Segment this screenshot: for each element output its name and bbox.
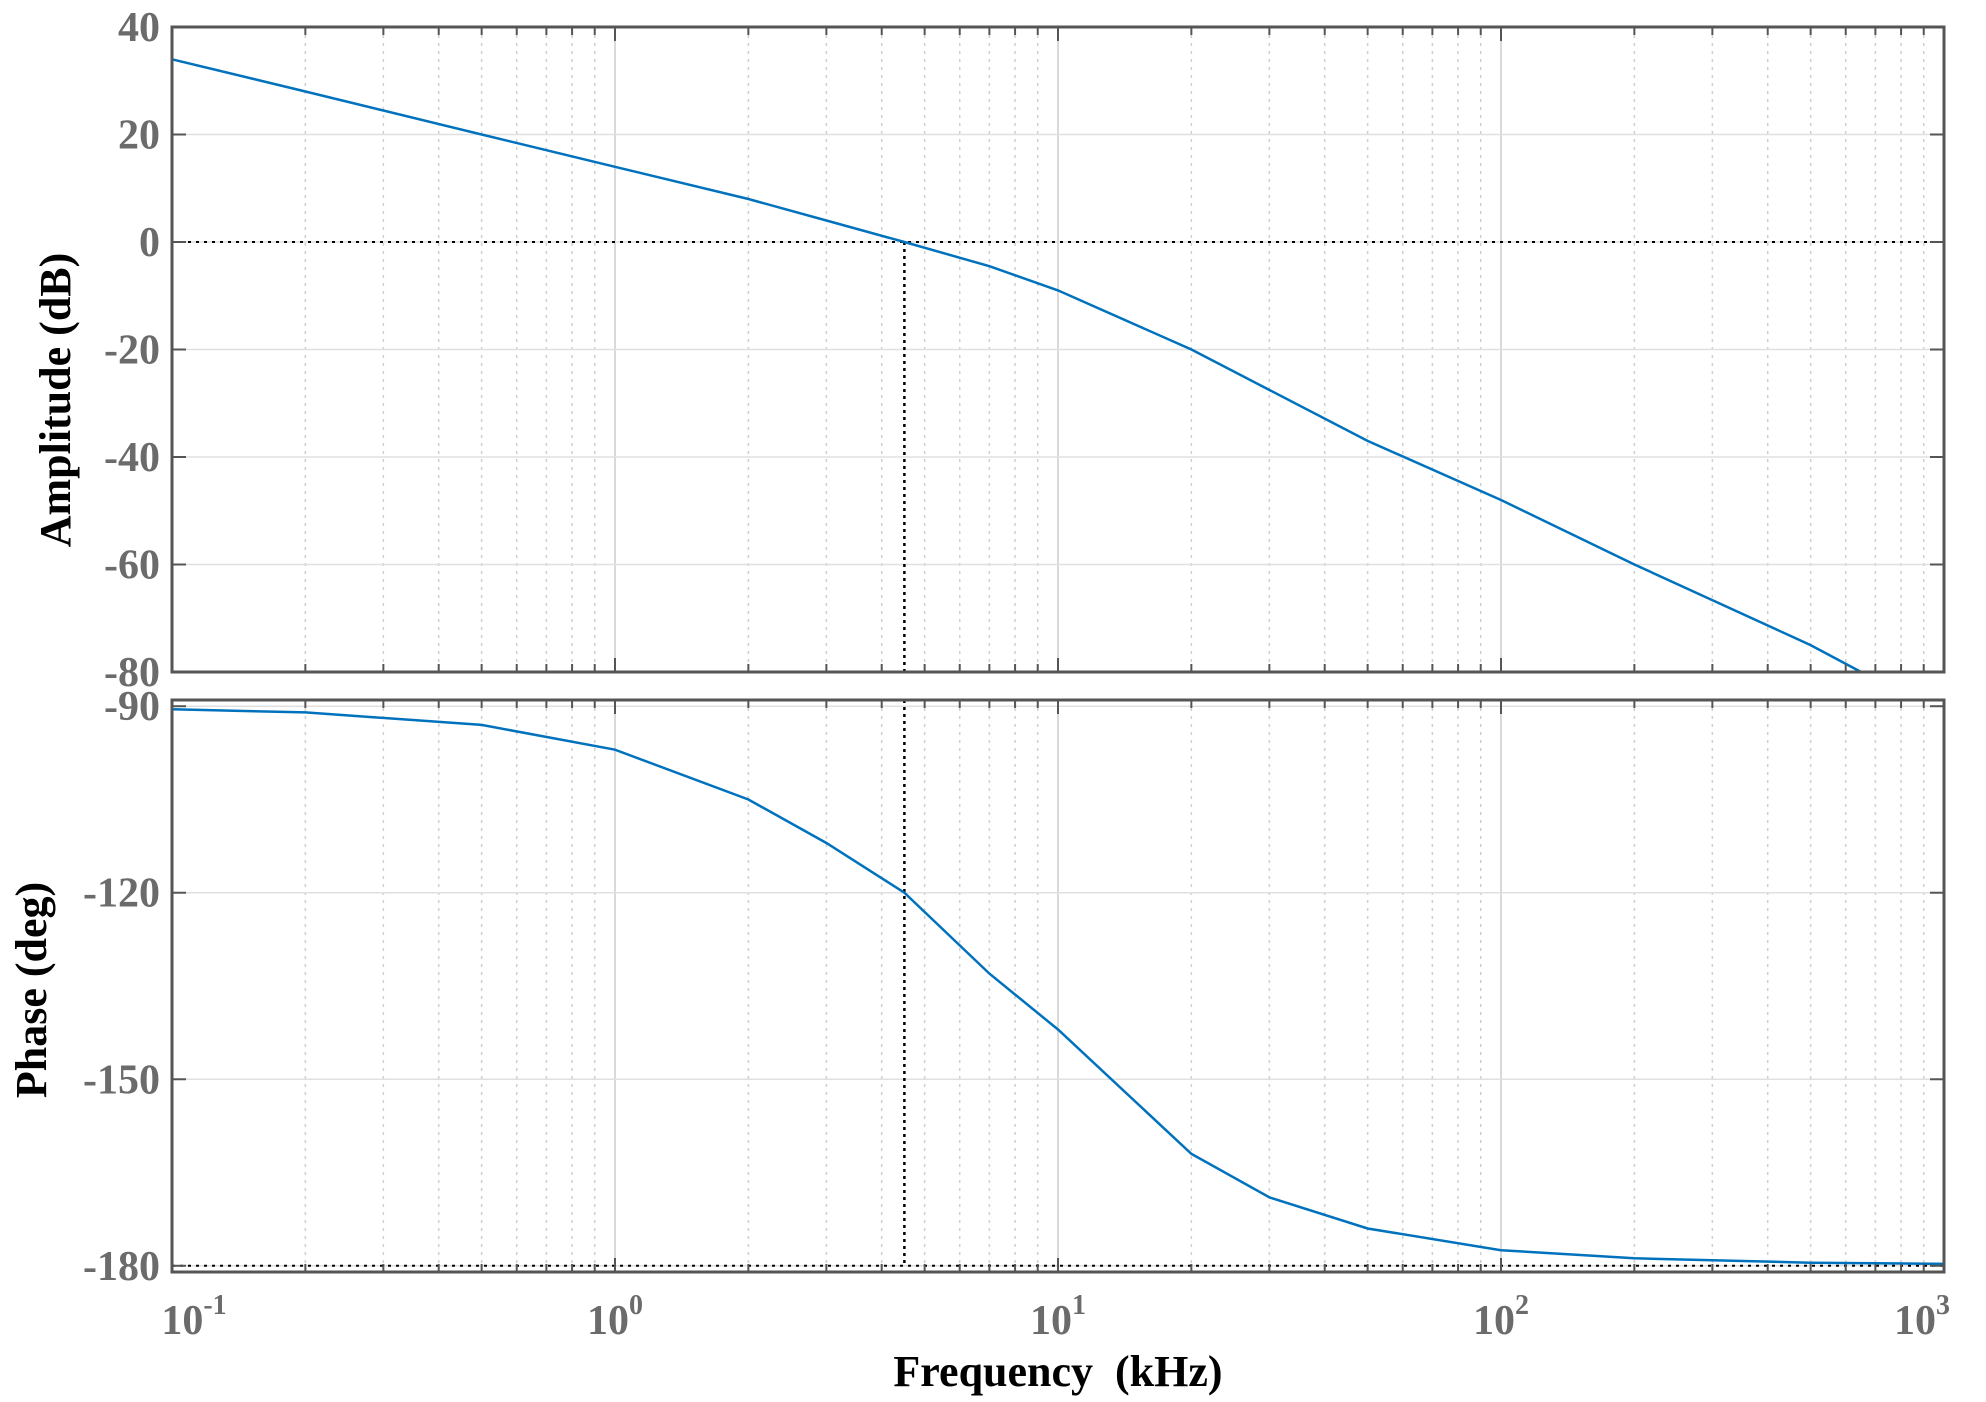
y-tick-label: -40 <box>104 435 160 481</box>
x-tick-exponent: 1 <box>1072 1290 1086 1321</box>
phase-panel: -90-120-150-180 10-1 100 101 102 103 Phase (… <box>7 684 1950 1396</box>
x-tick-label: 10-1 <box>161 1290 226 1344</box>
x-tick-base: 10 <box>1030 1298 1072 1344</box>
amplitude-grid <box>172 27 1944 672</box>
phase-y-tick-labels: -90 -120 -150 -180 <box>83 684 160 1290</box>
amplitude-axes-frame <box>170 25 1946 674</box>
frequency-tick-labels: 10-1 100 101 102 103 <box>161 1290 1950 1344</box>
x-tick-exponent: 2 <box>1515 1290 1529 1321</box>
y-tick-label: 20 <box>118 113 160 159</box>
amplitude-y-tick-labels: 40 20 0 -20 -40 -60 -80 <box>104 5 160 696</box>
phase-grid <box>172 700 1944 1272</box>
amplitude-curve <box>171 58 1862 674</box>
phase-axis-label: Phase (deg) <box>7 882 56 1098</box>
y-tick-label: -20 <box>104 328 160 374</box>
y-tick-label: -150 <box>83 1057 160 1103</box>
y-tick-label: -120 <box>83 871 160 917</box>
y-tick-label: 0 <box>139 220 160 266</box>
phase-curve <box>171 708 1945 1266</box>
x-tick-exponent: 0 <box>629 1290 643 1321</box>
x-tick-base: 10 <box>1894 1298 1936 1344</box>
x-tick-base: 10 <box>1473 1298 1515 1344</box>
y-tick-label: -60 <box>104 543 160 589</box>
x-tick-base: 10 <box>161 1298 203 1344</box>
amplitude-axis-label: Amplitude (dB) <box>31 253 80 548</box>
x-tick-label: 102 <box>1473 1290 1529 1344</box>
y-tick-label: 40 <box>118 5 160 51</box>
x-tick-base: 10 <box>587 1298 629 1344</box>
frequency-axis-label: Frequency (kHz) <box>893 1347 1222 1396</box>
x-tick-label: 101 <box>1030 1290 1086 1344</box>
y-tick-label: -180 <box>83 1244 160 1290</box>
x-tick-label: 103 <box>1894 1290 1950 1344</box>
x-tick-label: 100 <box>587 1290 643 1344</box>
x-tick-exponent: -1 <box>203 1290 226 1321</box>
y-tick-label: -80 <box>104 650 160 696</box>
phase-axes-frame <box>170 698 1946 1274</box>
amplitude-panel: 40 20 0 -20 -40 -60 -80 Amplitude (dB) <box>31 5 1946 696</box>
y-tick-label: -90 <box>104 684 160 730</box>
x-tick-exponent: 3 <box>1936 1290 1950 1321</box>
